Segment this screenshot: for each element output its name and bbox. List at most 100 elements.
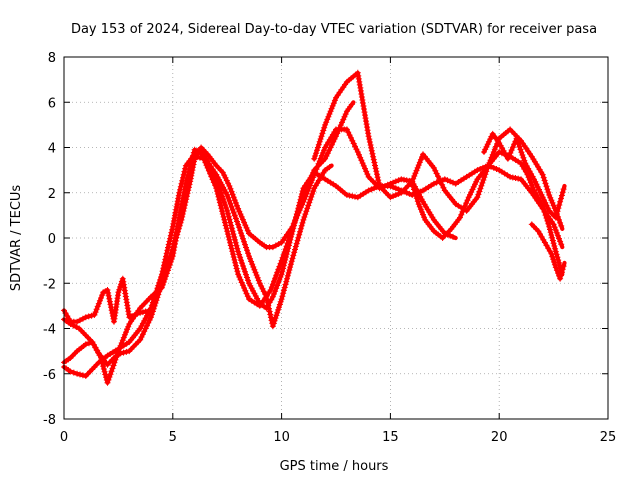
data-point [291,257,294,260]
data-point [117,291,120,294]
data-point [193,155,196,158]
data-point [313,157,316,161]
data-point [112,356,116,360]
data-point [323,146,327,149]
data-point [78,327,81,330]
data-point [554,250,557,253]
data-point [491,132,494,136]
data-point [524,162,527,165]
data-point [204,157,207,161]
series-markers [61,153,333,368]
data-point [69,356,72,360]
data-point [91,340,94,344]
data-point [84,374,87,378]
data-point [345,110,349,113]
series-sat-h [528,221,567,282]
data-point [313,173,316,176]
data-point [482,150,486,154]
data-point [487,164,490,167]
data-point [334,128,338,131]
grid-lines [64,57,608,419]
data-point [417,202,420,206]
data-point [554,216,557,219]
data-point [271,295,275,299]
data-point [280,297,283,301]
data-point [498,168,501,172]
data-point [530,155,534,158]
data-point [138,306,142,310]
data-point [563,184,566,188]
data-point [97,352,101,355]
chart-title: Day 153 of 2024, Sidereal Day-to-day VTE… [71,22,597,37]
data-point [476,168,479,172]
data-point [530,191,534,194]
data-point [519,162,523,165]
series-trace [61,100,356,385]
data-point [226,193,229,197]
data-point [323,123,327,127]
x-tick-label: 5 [169,430,177,445]
data-point [247,254,251,258]
y-tick-label: 2 [48,187,56,202]
series-sat-g [481,130,567,221]
x-tick-label: 0 [60,430,68,445]
data-point [454,202,457,206]
data-point [228,184,231,188]
data-point [119,352,122,355]
data-point [106,363,109,366]
data-point [106,288,109,292]
data-point [236,250,240,253]
data-point [236,223,240,226]
data-point [302,218,305,222]
data-point [291,225,294,228]
data-point [178,191,181,194]
series-markers [61,126,456,325]
data-point [421,153,425,156]
data-point [280,273,283,276]
data-point [389,196,392,199]
series-trace [312,70,565,231]
data-point [101,291,105,294]
data-point [93,313,96,317]
x-tick-label: 10 [273,430,290,445]
series-sat-e [311,69,565,231]
data-point [258,241,262,244]
data-point [75,372,79,375]
data-point [548,193,551,197]
data-point [410,193,414,197]
data-point [330,164,333,167]
data-point [302,200,305,203]
data-point [432,218,436,222]
data-point [476,196,479,199]
data-point [247,282,251,285]
data-point [454,182,457,185]
data-point [424,218,427,222]
series-markers [311,69,565,229]
data-point [550,252,553,256]
data-point [193,148,196,151]
data-point [215,164,218,167]
data-point [84,343,87,346]
data-point [334,184,338,188]
data-point [345,128,349,131]
data-point [206,166,209,170]
data-point [552,223,555,226]
data-point [356,196,359,199]
x-axis-label: GPS time / hours [280,459,389,474]
data-point [400,177,403,181]
data-point [541,196,544,199]
data-point [465,175,468,179]
data-point [367,175,370,179]
series-markers [61,101,355,386]
series-sat-c [61,126,458,325]
y-tick-label: -8 [43,413,56,428]
data-point [554,266,557,269]
data-point [537,230,540,233]
data-point [526,173,529,176]
data-point [450,227,453,231]
data-point [206,153,209,156]
data-point [563,261,566,265]
data-point [356,150,359,154]
data-point [498,141,501,145]
data-point [389,182,392,185]
